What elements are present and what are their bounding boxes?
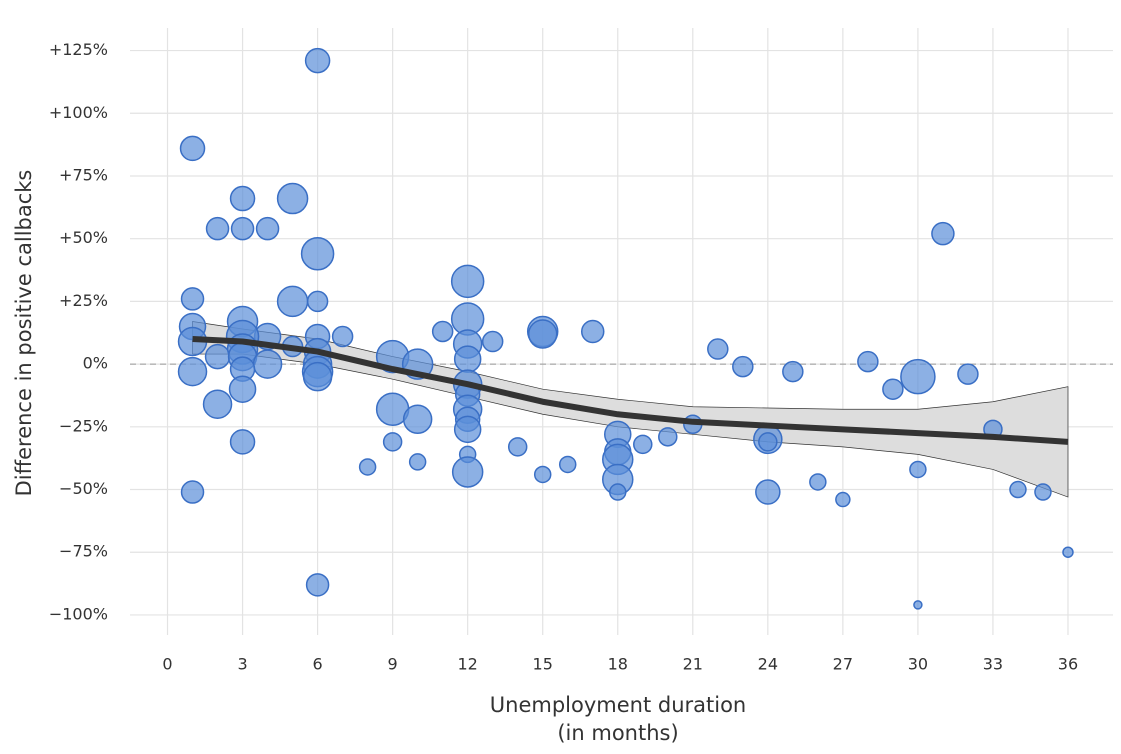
y-tick-label: +100% xyxy=(49,103,108,122)
bubble xyxy=(809,473,827,491)
y-tick-label: +75% xyxy=(59,165,108,184)
x-tick-label: 36 xyxy=(1058,655,1078,674)
y-tick-label: −75% xyxy=(59,542,108,561)
bubble xyxy=(228,375,257,403)
x-tick-label: 0 xyxy=(162,655,172,674)
bubble xyxy=(358,458,377,476)
x-tick-label: 24 xyxy=(758,655,778,674)
x-axis-label: Unemployment duration xyxy=(490,693,746,717)
x-tick-label: 18 xyxy=(608,655,628,674)
fit-line xyxy=(192,336,1069,445)
y-tick-label: +50% xyxy=(59,228,108,247)
bubble xyxy=(1062,546,1074,558)
bubble xyxy=(453,415,482,444)
bubble xyxy=(758,432,778,452)
bubble xyxy=(481,330,504,353)
bubble xyxy=(633,434,653,455)
bubble xyxy=(177,356,208,387)
bubble xyxy=(382,432,403,452)
bubble xyxy=(527,319,558,349)
x-tick-label: 12 xyxy=(457,655,477,674)
bubble xyxy=(451,456,484,488)
bubble xyxy=(1034,483,1052,501)
bubble xyxy=(179,135,206,162)
bubble xyxy=(180,480,205,504)
bubble xyxy=(900,358,936,395)
x-tick-label: 3 xyxy=(237,655,247,674)
bubble xyxy=(229,185,256,212)
x-tick-label: 15 xyxy=(533,655,553,674)
bubble xyxy=(580,319,605,344)
bubble xyxy=(331,325,354,348)
bubble xyxy=(707,338,729,360)
bubble xyxy=(732,355,754,378)
y-tick-label: +125% xyxy=(49,40,108,59)
bubble xyxy=(882,378,904,400)
bubble xyxy=(180,287,205,311)
x-tick-label: 21 xyxy=(683,655,703,674)
bubble xyxy=(204,343,231,370)
bubble xyxy=(755,479,781,505)
x-axis-label: (in months) xyxy=(557,721,678,745)
bubble xyxy=(408,453,427,471)
bubble xyxy=(450,264,485,299)
bubble xyxy=(306,290,329,313)
bubble xyxy=(658,427,678,447)
x-tick-label: 9 xyxy=(388,655,398,674)
bubble xyxy=(931,221,955,246)
y-axis-label: Difference in positive callbacks xyxy=(12,170,36,497)
bubble xyxy=(302,361,333,392)
bubble xyxy=(402,404,433,435)
y-tick-label: −25% xyxy=(59,416,108,435)
bubble xyxy=(276,285,309,318)
bubble xyxy=(276,182,309,215)
y-tick-label: 0% xyxy=(83,354,108,373)
bubble xyxy=(857,350,879,373)
x-tick-label: 33 xyxy=(983,655,1003,674)
bubble xyxy=(202,389,233,419)
bubble xyxy=(230,216,255,241)
bubble xyxy=(304,47,331,74)
bubble xyxy=(507,437,528,457)
bubble xyxy=(431,320,454,343)
y-tick-label: −100% xyxy=(49,604,108,623)
bubble xyxy=(255,216,280,241)
x-tick-label: 27 xyxy=(833,655,853,674)
bubble xyxy=(300,236,335,271)
x-tick-label: 6 xyxy=(313,655,323,674)
bubble xyxy=(913,600,923,610)
bubble xyxy=(453,345,482,373)
bubble xyxy=(252,349,283,379)
bubble xyxy=(558,455,577,474)
bubble xyxy=(782,360,804,383)
bubble xyxy=(533,465,552,484)
y-tick-label: +25% xyxy=(59,291,108,310)
bubble xyxy=(909,460,927,479)
bubble xyxy=(835,491,851,508)
bubble xyxy=(608,483,627,501)
bubble xyxy=(305,573,330,597)
y-tick-label: −50% xyxy=(59,479,108,498)
bubble xyxy=(229,429,256,455)
bubble xyxy=(957,363,979,385)
bubble xyxy=(205,216,230,241)
bubble xyxy=(1009,480,1027,499)
x-tick-label: 30 xyxy=(908,655,928,674)
